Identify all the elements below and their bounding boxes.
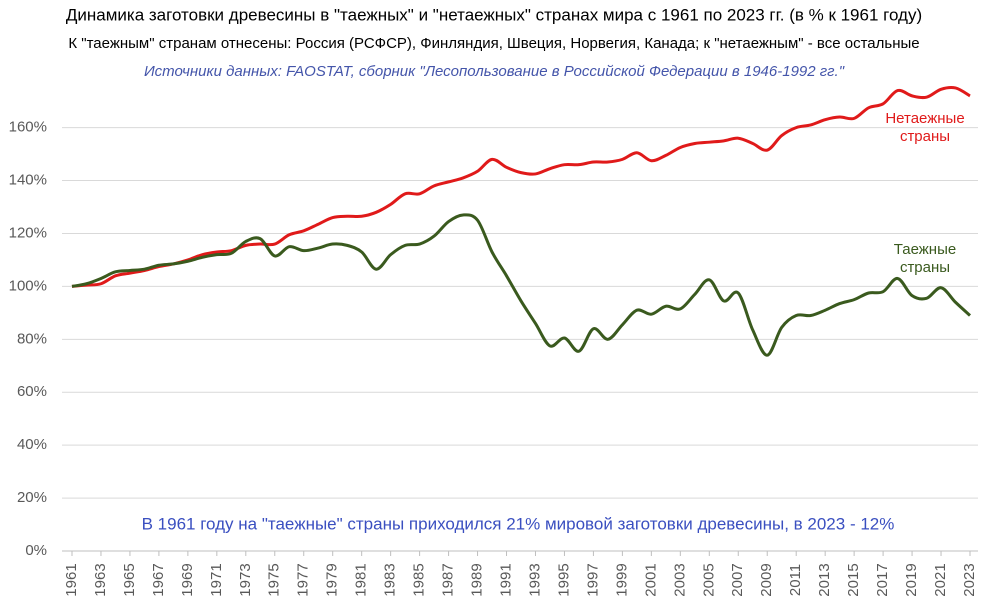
x-tick-label: 2021: [932, 563, 949, 596]
x-tick-label: 2009: [758, 563, 775, 596]
x-tick-label: 1973: [237, 563, 254, 596]
series-line: [71, 213, 972, 357]
x-tick-label: 1975: [266, 563, 283, 596]
x-tick-label: 1969: [179, 563, 196, 596]
x-tick-label: 1991: [497, 563, 514, 596]
x-tick-label: 1997: [584, 563, 601, 596]
series-label: Нетаежные страны: [885, 110, 965, 145]
x-tick-label: 2013: [816, 563, 833, 596]
x-tick-label: 2023: [961, 563, 978, 596]
chart-title: Динамика заготовки древесины в "таежных"…: [66, 5, 922, 24]
x-tick-label: 2015: [845, 563, 862, 596]
source: Источники данных: FAOSTAT, сборник "Лесо…: [144, 63, 845, 80]
x-tick-label: 1993: [526, 563, 543, 596]
x-tick-label: 2007: [729, 563, 746, 596]
x-tick-label: 1977: [295, 563, 312, 596]
y-tick-label: 160%: [9, 119, 47, 136]
x-tick-label: 1965: [121, 563, 138, 596]
x-tick-label: 1961: [63, 563, 80, 596]
x-tick-label: 2005: [700, 563, 717, 596]
subtitle: К "таежным" странам отнесены: Россия (РС…: [68, 35, 919, 52]
x-tick-label: 1981: [353, 563, 370, 596]
y-tick-label: 60%: [17, 383, 47, 400]
y-tick-label: 140%: [9, 172, 47, 189]
x-tick-label: 2017: [874, 563, 891, 596]
y-tick-label: 20%: [17, 489, 47, 506]
series-label: Таежные страны: [893, 241, 957, 276]
x-tick-label: 1967: [150, 563, 167, 596]
x-tick-label: 1989: [469, 563, 486, 596]
x-tick-label: 1971: [208, 563, 225, 596]
x-tick-label: 2019: [903, 563, 920, 596]
x-tick-label: 1999: [613, 563, 630, 596]
x-tick-label: 1987: [440, 563, 457, 596]
y-tick-label: 0%: [25, 542, 47, 559]
x-tick-label: 2001: [642, 563, 659, 596]
x-tick-label: 1963: [92, 563, 109, 596]
x-tick-label: 2011: [787, 564, 804, 596]
x-tick-label: 2003: [671, 563, 688, 596]
x-tick-label: 1995: [555, 563, 572, 596]
y-tick-label: 120%: [9, 224, 47, 241]
series-line: [71, 85, 971, 288]
y-tick-label: 40%: [17, 436, 47, 453]
x-tick-label: 1979: [324, 563, 341, 596]
x-tick-label: 1983: [382, 563, 399, 596]
x-tick-label: 1985: [411, 563, 428, 596]
annotation: В 1961 году на "таежные" страны приходил…: [142, 514, 895, 533]
y-tick-label: 100%: [9, 277, 47, 294]
y-tick-label: 80%: [17, 330, 47, 347]
